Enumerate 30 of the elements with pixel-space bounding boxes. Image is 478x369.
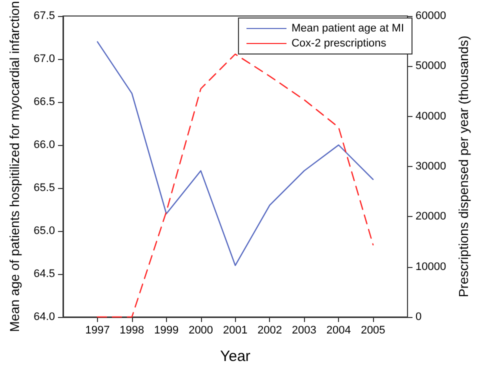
x-tick-label: 2005	[360, 324, 386, 336]
x-tick-label: 2000	[188, 324, 214, 336]
y2-axis-title: Prescriptions dispensed per year (thousands)	[456, 36, 471, 298]
x-axis-title: Year	[220, 348, 250, 365]
y2-tick-label: 0	[416, 311, 422, 323]
x-tick-label: 1999	[154, 324, 179, 336]
y-tick-label: 67.5	[34, 10, 55, 22]
y-tick-label: 66.0	[34, 139, 55, 151]
y-axis-title: Mean age of patients hospitilized for myocardial infarction	[7, 1, 22, 332]
y-tick-label: 66.5	[34, 96, 55, 108]
y2-tick-label: 60000	[416, 10, 446, 22]
y2-tick-label: 20000	[416, 210, 446, 223]
x-tick-label: 2001	[223, 324, 248, 336]
y2-tick-label: 10000	[416, 260, 446, 273]
y-tick-label: 65.5	[34, 182, 55, 194]
line-series	[96, 54, 374, 318]
legend-label: Mean patient age at MI	[291, 22, 404, 34]
x-tick-label: 1998	[120, 324, 144, 336]
y2-tick-label: 40000	[416, 110, 446, 122]
y-tick-label: 67.0	[34, 53, 55, 65]
x-tick-label: 2004	[326, 324, 351, 336]
y2-tick-label: 50000	[416, 60, 446, 72]
y2-tick-label: 30000	[416, 160, 446, 172]
x-tick-label: 2002	[257, 324, 282, 336]
x-tick-label: 1997	[85, 324, 110, 336]
y-tick-label: 64.5	[34, 268, 55, 280]
x-tick-label: 2003	[292, 324, 316, 336]
legend-label: Cox-2 prescriptions	[291, 38, 387, 50]
y-tick-label: 65.0	[34, 225, 55, 237]
y-tick-label: 64.0	[34, 311, 55, 323]
